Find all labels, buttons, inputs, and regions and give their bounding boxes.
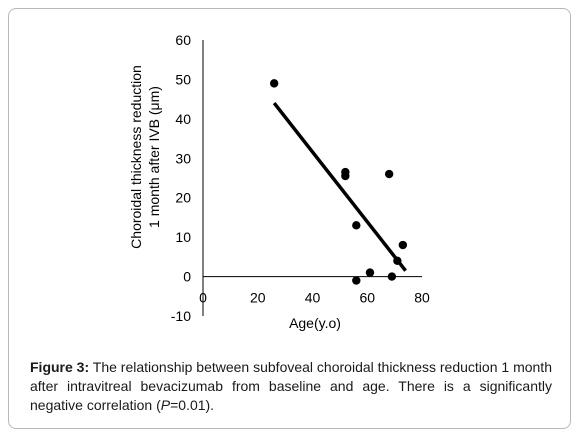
y-tick-label: 20 xyxy=(175,190,191,206)
y-tick-label: -10 xyxy=(171,308,191,324)
y-axis-title-line-2-group: 1 month after IVB (μm) xyxy=(146,86,162,228)
data-point xyxy=(387,272,397,281)
x-tick-label: 80 xyxy=(414,290,430,306)
x-tick-label: 20 xyxy=(250,290,266,306)
trendline xyxy=(272,102,407,272)
data-point xyxy=(365,268,375,277)
y-tick-label: 40 xyxy=(175,111,191,127)
caption-label: Figure 3: xyxy=(30,359,90,375)
data-point xyxy=(269,79,279,88)
y-tick-label: 30 xyxy=(175,150,191,166)
caption-text-1: The relationship between subfoveal choro… xyxy=(30,359,552,413)
figure-frame xyxy=(8,8,571,429)
figure-caption: Figure 3: The relationship between subfo… xyxy=(30,358,552,415)
x-tick-label: 60 xyxy=(359,290,375,306)
data-point xyxy=(398,240,408,250)
scatter-chart: -10 0 10 20 30 40 50 60 0 20 40 60 80 Age(y.o) Chor… xyxy=(128,32,430,331)
y-axis-title-line-1-group: Choroidal thickness reduction xyxy=(128,65,144,249)
y-axis-title-line-1: Choroidal thickness reduction xyxy=(128,65,144,249)
data-point xyxy=(341,171,350,181)
x-axis-title: Age(y.o) xyxy=(289,315,341,331)
data-points xyxy=(269,79,408,285)
caption-text-2: =0.01). xyxy=(170,397,215,413)
x-tick-label: 0 xyxy=(199,290,207,306)
y-tick-label: 10 xyxy=(175,229,191,245)
trendline-group xyxy=(272,102,407,272)
y-tick-labels: -10 0 10 20 30 40 50 60 xyxy=(171,32,191,324)
y-axis-title-line-2: 1 month after IVB (μm) xyxy=(146,86,162,228)
y-tick-label: 50 xyxy=(175,71,191,87)
data-point xyxy=(352,276,361,285)
y-tick-label: 0 xyxy=(183,269,191,285)
x-tick-labels: 0 20 40 60 80 xyxy=(199,290,430,306)
caption-p-symbol: P xyxy=(160,397,171,413)
data-point xyxy=(384,169,394,179)
x-tick-label: 40 xyxy=(305,290,321,306)
data-point xyxy=(352,221,361,230)
data-point xyxy=(393,256,402,265)
y-tick-label: 60 xyxy=(175,32,191,48)
